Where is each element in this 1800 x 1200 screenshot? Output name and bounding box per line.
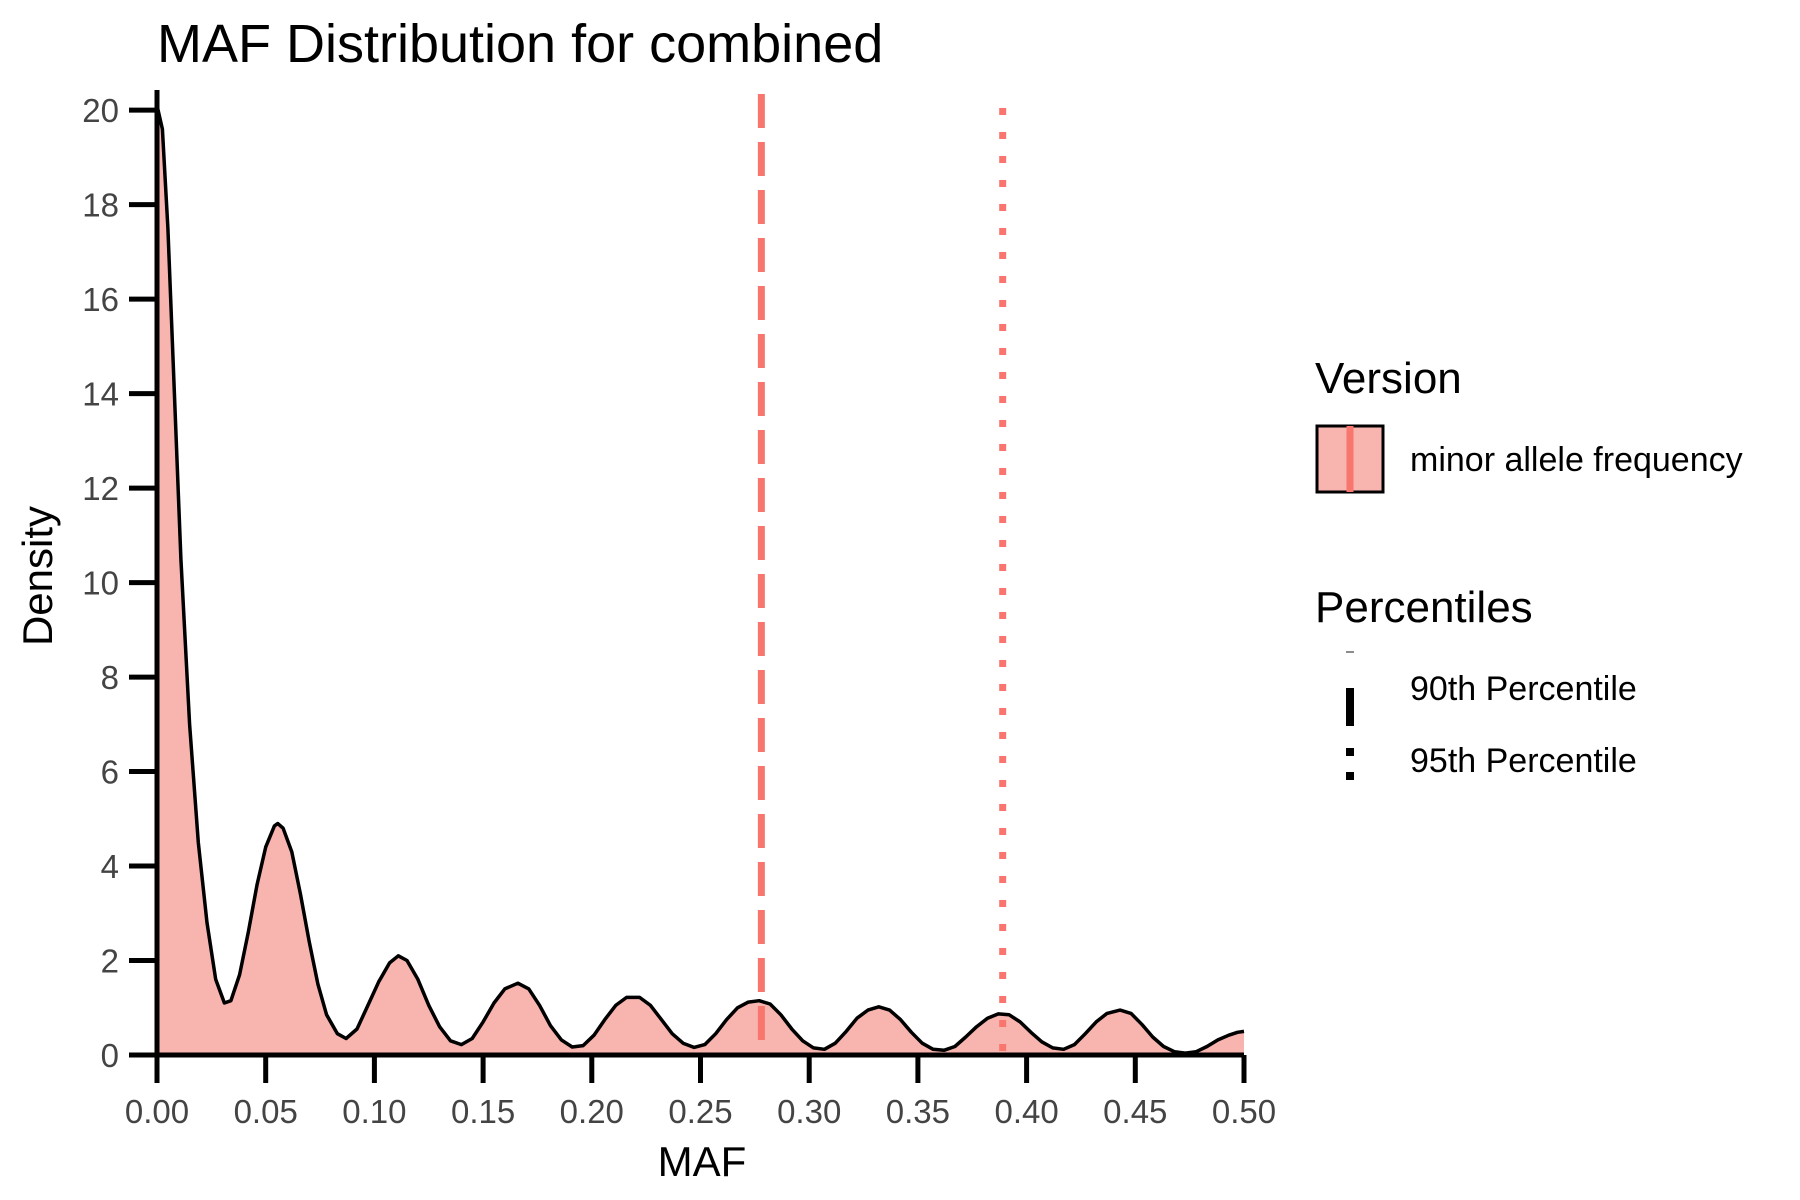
x-tick-label: 0.05	[234, 1093, 298, 1130]
legend-label-version: minor allele frequency	[1410, 441, 1743, 479]
x-tick-label: 0.00	[125, 1093, 189, 1130]
x-tick-label: 0.30	[777, 1093, 841, 1130]
x-tick-label: 0.35	[886, 1093, 950, 1130]
x-tick-label: 0.45	[1103, 1093, 1167, 1130]
x-tick-label: 0.15	[451, 1093, 515, 1130]
x-tick-label: 0.25	[668, 1093, 732, 1130]
x-tick-label: 0.10	[342, 1093, 406, 1130]
legend-key-version	[1315, 424, 1385, 494]
y-tick-label: 0	[101, 1037, 119, 1074]
density-line-0	[155, 105, 1245, 1055]
y-tick-label: 14	[82, 376, 119, 413]
y-tick-label: 4	[101, 848, 119, 885]
x-axis-title: MAF	[658, 1138, 747, 1185]
y-axis-title: Density	[14, 506, 61, 646]
y-tick-label: 20	[82, 92, 119, 129]
y-tick-label: 10	[82, 565, 119, 602]
legend-label-90th-percentile: 90th Percentile	[1410, 670, 1637, 708]
x-tick-label: 0.20	[560, 1093, 624, 1130]
x-tick-label: 0.40	[994, 1093, 1058, 1130]
legend-title-percentiles: Percentiles	[1315, 583, 1533, 632]
y-tick-label: 12	[82, 470, 119, 507]
axes: 0.00 0.05 0.10 0.15 0.20 0.25 0.30 0.35 0.40 0.45…	[82, 90, 1276, 1130]
legend-title-version: Version	[1315, 354, 1462, 403]
plot-area	[155, 94, 1245, 1055]
density-area-0	[157, 105, 1244, 1055]
y-tick-label: 18	[82, 187, 119, 224]
y-tick-label: 8	[101, 659, 119, 696]
x-tick-label: 0.50	[1212, 1093, 1276, 1130]
legend: Version minor allele frequency Percentil…	[1315, 354, 1743, 796]
legend-label-95th-percentile: 95th Percentile	[1410, 742, 1637, 780]
y-tick-label: 2	[101, 943, 119, 980]
y-tick-label: 6	[101, 754, 119, 791]
chart-title: MAF Distribution for combined	[157, 14, 883, 74]
y-tick-label: 16	[82, 281, 119, 318]
